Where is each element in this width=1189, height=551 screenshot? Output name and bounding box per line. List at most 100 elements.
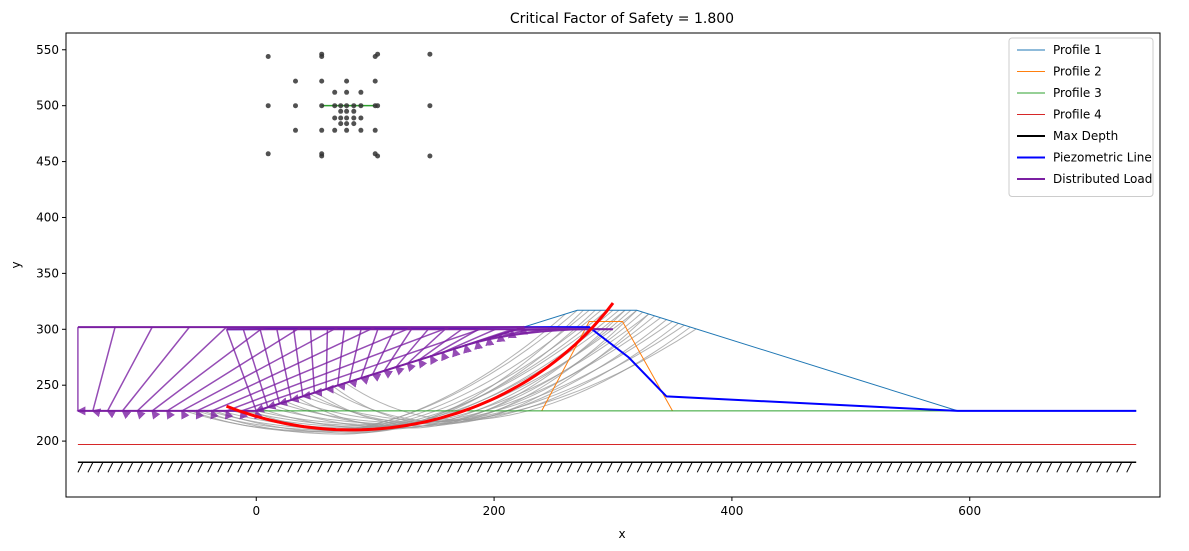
max-depth-hatch-mark — [556, 462, 563, 473]
legend-label: Profile 4 — [1053, 108, 1102, 122]
legend-label: Piezometric Line — [1053, 151, 1152, 165]
trial-surface-line — [333, 313, 650, 425]
distributed-loads — [76, 325, 614, 420]
y-tick-label: 550 — [36, 43, 59, 57]
y-tick-label: 250 — [36, 378, 59, 392]
grid-point — [319, 153, 325, 159]
max-depth-hatch-mark — [1006, 462, 1013, 473]
max-depth-hatch-mark — [486, 462, 493, 473]
grid-point — [344, 89, 350, 95]
max-depth-hatch-mark — [147, 462, 154, 473]
max-depth-hatch-mark — [1086, 462, 1093, 473]
max-depth-hatch-mark — [596, 462, 603, 473]
max-depth-hatch-mark — [77, 462, 84, 473]
grid-point — [293, 103, 298, 109]
distributed-load-arrow — [347, 329, 362, 388]
max-depth-hatch-mark — [1056, 462, 1063, 473]
grid-point — [332, 89, 338, 95]
max-depth-hatch-mark — [327, 462, 334, 473]
distributed-load-arrow — [452, 328, 513, 358]
grid-point — [344, 103, 350, 109]
max-depth-hatch-mark — [786, 462, 793, 473]
max-depth-hatch-mark — [916, 462, 923, 473]
max-depth-hatch-mark — [976, 462, 983, 473]
max-depth-hatch-mark — [387, 462, 393, 473]
distributed-load-arrow — [371, 328, 396, 382]
max-depth-hatch-mark — [437, 462, 443, 473]
max-depth-hatch-mark — [726, 462, 733, 473]
max-depth-hatch-mark — [926, 462, 933, 473]
distributed-load-arrow — [195, 326, 376, 420]
distributed-load-arrow — [418, 328, 463, 369]
y-tick-label: 500 — [36, 99, 59, 113]
legend-label: Distributed Load — [1053, 172, 1152, 186]
max-depth-hatch-mark — [566, 462, 573, 473]
grid-point — [427, 103, 433, 109]
grid-point — [319, 78, 325, 84]
grid-point — [344, 115, 350, 121]
max-depth-hatch-mark — [377, 462, 384, 473]
grid-point — [265, 103, 271, 109]
grid-points — [265, 51, 433, 159]
y-axis-label: y — [9, 261, 23, 268]
max-depth-hatch-mark — [806, 462, 813, 473]
max-depth-hatch-mark — [666, 462, 673, 473]
max-depth-hatch-mark — [496, 462, 503, 473]
distributed-load-arrow — [336, 329, 346, 391]
grid-point — [351, 115, 357, 121]
max-depth-hatch-mark — [407, 462, 413, 473]
max-depth-hatching — [77, 462, 1133, 473]
max-depth-hatch-mark — [656, 462, 663, 473]
max-depth-hatch-mark — [87, 462, 94, 473]
grid-point — [351, 121, 357, 127]
max-depth-hatch-mark — [207, 462, 214, 473]
distributed-load-arrow — [106, 326, 153, 419]
distributed-load-arrow — [136, 326, 228, 420]
distributed-load-arrow — [430, 328, 479, 365]
grid-point — [375, 153, 381, 159]
max-depth-hatch-mark — [287, 462, 294, 473]
grid-point — [358, 127, 364, 133]
max-depth-hatch-mark — [317, 462, 324, 473]
grid-point — [265, 54, 271, 59]
profile-1-line — [77, 309, 1137, 412]
distributed-load-arrow — [166, 326, 302, 420]
max-depth-hatch-mark — [546, 462, 553, 473]
max-depth-hatch-mark — [536, 462, 543, 473]
max-depth-hatch-mark — [816, 462, 823, 473]
max-depth-hatch-mark — [946, 462, 953, 473]
distributed-load-arrow — [181, 326, 339, 420]
max-depth-hatch-mark — [1126, 462, 1133, 473]
trial-surface-line — [268, 317, 661, 425]
grid-point — [358, 103, 364, 109]
grid-point — [344, 108, 350, 114]
max-depth-hatch-mark — [1046, 462, 1053, 473]
max-depth-hatch-mark — [107, 462, 114, 473]
max-depth-hatch-mark — [397, 462, 403, 473]
distributed-load-arrow — [394, 328, 429, 376]
max-depth-hatch-mark — [576, 462, 583, 473]
trial-surface-line — [190, 313, 566, 433]
max-depth-hatch-mark — [966, 462, 973, 473]
distributed-load-arrow — [224, 326, 450, 420]
grid-point — [332, 127, 338, 133]
x-tick-label: 400 — [720, 504, 743, 518]
grid-point — [344, 78, 350, 84]
distributed-load-arrow — [151, 326, 265, 420]
axes: 0 200 400 600 200 250 300 350 400 450 500 550 — [36, 43, 981, 518]
max-depth-hatch-mark — [796, 462, 803, 473]
max-depth-hatch-mark — [297, 462, 304, 473]
grid-point — [372, 127, 378, 133]
max-depth-hatch-mark — [1036, 462, 1043, 473]
grid-point — [319, 103, 325, 109]
legend-label: Profile 1 — [1053, 43, 1102, 57]
max-depth-hatch-mark — [706, 462, 713, 473]
max-depth-hatch-mark — [1076, 462, 1083, 473]
grid-point — [293, 78, 298, 84]
max-depth-hatch-mark — [187, 462, 194, 473]
max-depth-hatch-mark — [337, 462, 344, 473]
y-tick-label: 400 — [36, 210, 59, 224]
grid-point — [293, 127, 298, 133]
max-depth-hatch-mark — [776, 462, 783, 473]
grid-point — [332, 115, 338, 121]
